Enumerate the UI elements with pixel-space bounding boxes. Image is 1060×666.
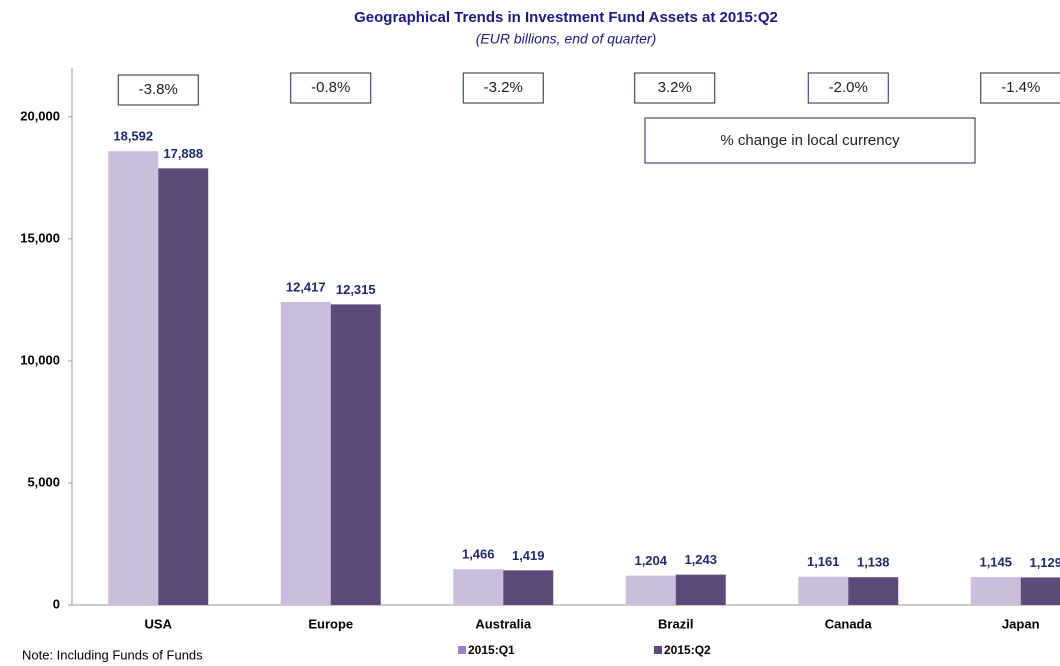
y-tick-label: 20,000: [20, 108, 60, 123]
change-box: [462, 72, 544, 104]
value-label: 1,129: [1029, 555, 1060, 570]
change-label: -1.4%: [1001, 79, 1040, 96]
bar: [503, 570, 554, 605]
bar: [453, 569, 504, 605]
value-label: 1,145: [979, 554, 1012, 569]
bar: [798, 576, 849, 605]
change-label: -0.8%: [311, 79, 350, 96]
value-label: 1,243: [684, 552, 717, 567]
x-tick-label: Japan: [1002, 616, 1040, 631]
legend-label: 2015:Q2: [664, 643, 711, 657]
change-label: -2.0%: [829, 79, 868, 96]
bar: [158, 168, 209, 605]
change-box: [117, 74, 199, 106]
value-label: 18,592: [113, 129, 153, 144]
value-label: 1,419: [512, 548, 545, 563]
x-tick-label: Brazil: [658, 616, 693, 631]
x-tick-label: Canada: [825, 616, 873, 631]
bar: [625, 575, 676, 605]
bar: [675, 574, 726, 605]
change-box: [807, 72, 889, 104]
caption-box: [644, 117, 976, 164]
bar: [108, 151, 159, 605]
value-label: 1,204: [634, 553, 667, 568]
chart-title: Geographical Trends in Investment Fund A…: [354, 9, 778, 26]
change-box: [634, 72, 716, 104]
note: Note: Including Funds of Funds: [22, 647, 203, 662]
change-label: -3.2%: [484, 79, 523, 96]
change-label: 3.2%: [658, 79, 692, 96]
y-tick-label: 5,000: [27, 474, 60, 489]
bar: [848, 577, 899, 605]
bar: [1020, 577, 1060, 605]
value-label: 1,138: [857, 555, 890, 570]
change-box: [290, 72, 372, 104]
x-tick-label: USA: [145, 616, 173, 631]
value-label: 1,161: [807, 554, 840, 569]
x-tick-label: Australia: [475, 616, 531, 631]
value-label: 12,417: [286, 279, 326, 294]
y-tick-label: 15,000: [20, 230, 60, 245]
x-tick-label: Europe: [308, 616, 353, 631]
bar: [970, 577, 1021, 605]
bar: [330, 304, 381, 605]
legend-swatch: [458, 646, 466, 654]
value-label: 17,888: [163, 146, 203, 161]
change-caption: % change in local currency: [720, 132, 900, 149]
value-label: 1,466: [462, 547, 495, 562]
y-tick-label: 0: [53, 596, 60, 611]
legend-swatch: [654, 646, 662, 654]
change-box: [980, 72, 1060, 104]
change-label: -3.8%: [139, 81, 178, 98]
legend-label: 2015:Q1: [468, 643, 515, 657]
y-tick-label: 10,000: [20, 352, 60, 367]
chart-subtitle: (EUR billions, end of quarter): [476, 31, 657, 47]
bar: [280, 301, 331, 605]
value-label: 12,315: [336, 282, 376, 297]
